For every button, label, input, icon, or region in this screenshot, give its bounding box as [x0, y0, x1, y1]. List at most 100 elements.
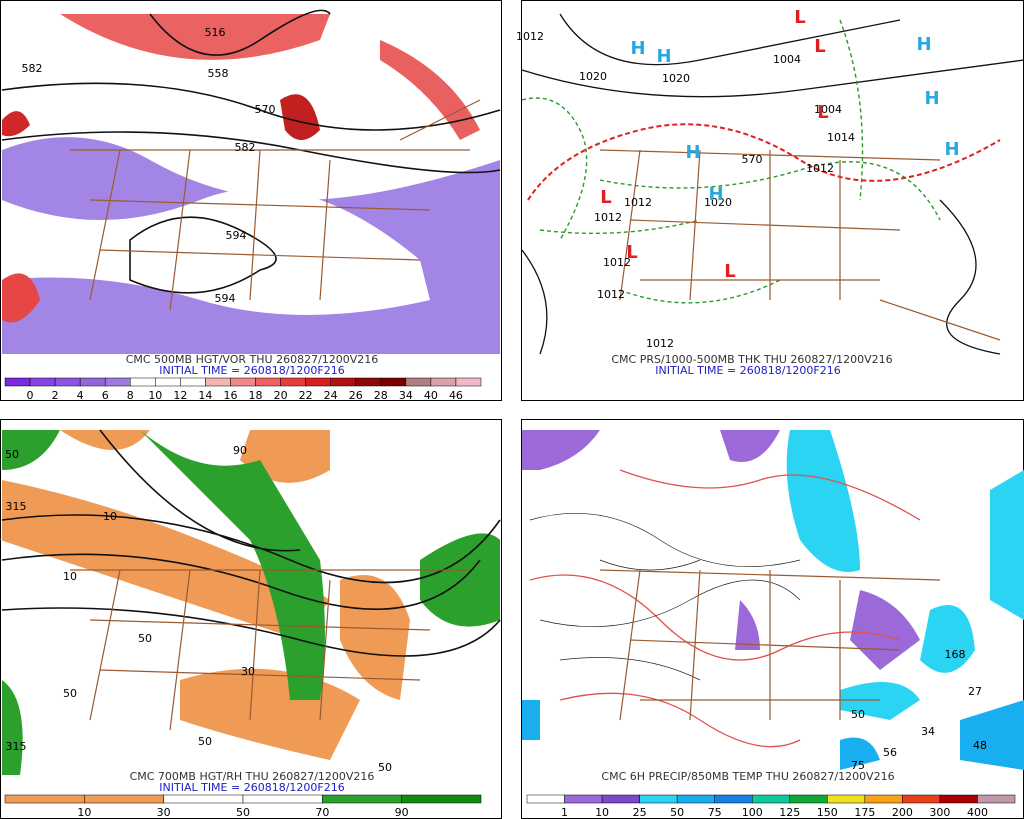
- contour-label: 1012: [646, 337, 674, 350]
- contour-label: 582: [22, 62, 43, 75]
- contour-label: 315: [6, 500, 27, 513]
- contour-label: 315: [6, 740, 27, 753]
- precip-label: 48: [973, 739, 987, 752]
- panel: 582 516 558 570 582 594 594 CMC 500MB HG…: [0, 0, 502, 402]
- colorbar-swatch: [864, 794, 903, 804]
- contour-label: 1012: [516, 30, 544, 43]
- colorbar-swatch: [714, 794, 753, 804]
- precip-label: 34: [921, 725, 935, 738]
- contour-label: 570: [255, 103, 276, 116]
- colorbar-swatch: [977, 794, 1016, 804]
- temp-contour: [529, 512, 801, 681]
- colorbar: 10 30 50 70 90: [4, 794, 482, 819]
- colorbar-label: 50: [236, 806, 250, 819]
- contour-label: 558: [208, 67, 229, 80]
- colorbar-label: 10: [148, 389, 162, 402]
- colorbar-swatch: [4, 377, 31, 387]
- low-marker: L: [626, 242, 637, 263]
- colorbar-swatch: [205, 377, 231, 387]
- high-marker: H: [708, 184, 723, 205]
- colorbar-swatch: [355, 377, 382, 387]
- contour-label: 1004: [773, 53, 801, 66]
- colorbar-label: 75: [708, 806, 722, 819]
- contour-label: 1012: [603, 256, 631, 269]
- contour-label: 1020: [662, 72, 690, 85]
- colorbar-label: 34: [399, 389, 413, 402]
- colorbar-swatch: [751, 794, 791, 804]
- colorbar-swatch: [84, 794, 164, 804]
- low-marker: L: [814, 36, 825, 57]
- contour-label: 594: [226, 229, 247, 242]
- colorbar: 1 10 25 50 75 100 125 150 175 200 300 400: [526, 794, 1016, 819]
- colorbar-swatch: [601, 794, 640, 804]
- colorbar-label: 50: [670, 806, 684, 819]
- contour-label: 10: [103, 510, 117, 523]
- contour-label: 516: [205, 26, 226, 39]
- vorticity-fill: [280, 94, 320, 140]
- colorbar-label: 175: [854, 806, 875, 819]
- contour-label: 90: [233, 444, 247, 457]
- colorbar-swatch: [902, 794, 941, 804]
- contour-label: 1020: [704, 196, 732, 209]
- colorbar-label: 26: [349, 389, 363, 402]
- vorticity-fill: [60, 14, 330, 60]
- colorbar-swatch: [939, 794, 978, 804]
- vorticity-fill: [2, 188, 430, 315]
- initial-time: INITIAL TIME = 260818/1200F216: [159, 364, 344, 377]
- contour-label: 30: [241, 665, 255, 678]
- panel: 168 27 50 75 34 56 48 CMC 6H PRECIP/850M…: [521, 419, 1024, 819]
- vorticity-fill: [380, 40, 480, 140]
- colorbar-label: 6: [102, 389, 109, 402]
- contour-label: 1014: [827, 131, 855, 144]
- colorbar-label: 25: [633, 806, 647, 819]
- colorbar-swatch: [29, 377, 56, 387]
- colorbar-label: 90: [395, 806, 409, 819]
- colorbar-label: 30: [157, 806, 171, 819]
- colorbar-swatch: [130, 377, 156, 387]
- colorbar-label: 24: [324, 389, 338, 402]
- isobar: [521, 13, 1024, 355]
- colorbar: 0 2 4 6 8 10 12 14 16 18 20 22 24 26 28 34 40 46: [4, 377, 482, 402]
- boundary: [599, 569, 941, 721]
- colorbar-label: 16: [223, 389, 237, 402]
- caption: CMC 500MB HGT/VOR THU 260827/1200V216: [126, 353, 379, 366]
- contour-label: 50: [5, 448, 19, 461]
- contour-label: 50: [198, 735, 212, 748]
- contour-label: 1012: [624, 196, 652, 209]
- colorbar-label: 2: [52, 389, 59, 402]
- temp-contour: [529, 469, 921, 748]
- caption: CMC 6H PRECIP/850MB TEMP THU 260827/1200…: [601, 770, 894, 783]
- precip-fill: [522, 700, 1024, 770]
- colorbar-swatch: [564, 794, 603, 804]
- colorbar-label: 0: [27, 389, 34, 402]
- colorbar-swatch: [230, 377, 256, 387]
- colorbar-swatch: [676, 794, 715, 804]
- caption: CMC PRS/1000-500MB THK THU 260827/1200V2…: [611, 353, 892, 366]
- contour-label: 50: [63, 687, 77, 700]
- vorticity-fill: [2, 273, 40, 323]
- precip-fill: [735, 590, 920, 670]
- colorbar-swatch: [526, 794, 565, 804]
- colorbar-swatch: [827, 794, 866, 804]
- vorticity-fill: [2, 111, 30, 137]
- colorbar-label: 200: [892, 806, 913, 819]
- contour-label: 1012: [597, 288, 625, 301]
- colorbar-swatch: [4, 794, 85, 804]
- precip-fill: [522, 430, 780, 470]
- boundary: [70, 569, 470, 731]
- colorbar-swatch: [322, 794, 402, 804]
- colorbar-swatch: [455, 377, 482, 387]
- contour-label: 570: [742, 153, 763, 166]
- high-marker: H: [685, 142, 700, 163]
- rh-fill: [340, 575, 410, 700]
- colorbar-swatch: [430, 377, 457, 387]
- colorbar-swatch: [104, 377, 131, 387]
- contour-label: 582: [235, 141, 256, 154]
- colorbar-swatch: [789, 794, 828, 804]
- caption: CMC 700MB HGT/RH THU 260827/1200V216: [130, 770, 375, 783]
- colorbar-label: 12: [173, 389, 187, 402]
- contour-label: 10: [63, 570, 77, 583]
- colorbar-label: 100: [742, 806, 763, 819]
- precip-label: 75: [851, 759, 865, 772]
